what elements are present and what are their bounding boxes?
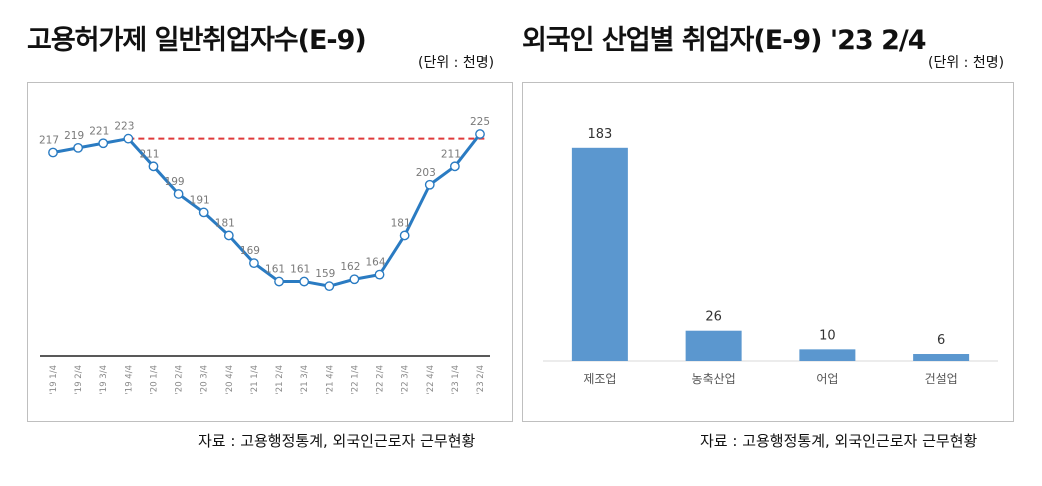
data-point xyxy=(399,230,410,241)
data-label: 203 xyxy=(416,167,436,179)
data-label: 217 xyxy=(39,134,59,146)
bar-chart: 183 제조업 26 농축산업 10 어업 6 건설업 xyxy=(543,127,998,386)
line-chart: 217 219 221 223 211 199 191 181 169 161 161 159 162 1… xyxy=(39,116,490,395)
data-point xyxy=(198,207,209,218)
data-point xyxy=(349,274,360,285)
data-label: 211 xyxy=(441,148,461,160)
data-label: 183 xyxy=(587,127,612,142)
data-label: 191 xyxy=(190,194,210,206)
data-label: 10 xyxy=(819,328,836,343)
x-tick-label: '20 2/4 xyxy=(175,365,185,395)
x-tick-label: '19 2/4 xyxy=(74,365,84,395)
x-tick-label: '21 3/4 xyxy=(300,365,310,395)
data-point xyxy=(98,138,109,149)
data-label: 161 xyxy=(290,264,310,276)
left-source-note: 자료 : 고용행정통계, 외국인근로자 근무현황 xyxy=(198,432,476,450)
data-point xyxy=(123,133,134,144)
x-tick-label: '20 4/4 xyxy=(225,365,235,395)
x-tick-label: '19 4/4 xyxy=(124,365,134,395)
data-label: 159 xyxy=(315,268,335,280)
left-chart-title: 고용허가제 일반취업자수(E-9) xyxy=(27,25,367,56)
data-point xyxy=(324,281,335,292)
x-tick-label: '23 1/4 xyxy=(451,365,461,395)
x-tick-label: '20 3/4 xyxy=(200,365,210,395)
bar xyxy=(799,349,856,361)
x-tick-label: '22 3/4 xyxy=(401,365,411,395)
x-tick-label: '22 1/4 xyxy=(350,365,360,395)
data-label: 6 xyxy=(937,333,945,348)
x-tick-label: '21 1/4 xyxy=(250,365,260,395)
bar-chart-panel: 183 제조업 26 농축산업 10 어업 6 건설업 xyxy=(522,82,1014,422)
data-point xyxy=(48,147,58,158)
data-label: 219 xyxy=(64,130,84,142)
x-tick-label: 어업 xyxy=(816,372,838,386)
bar xyxy=(913,354,970,361)
data-label: 181 xyxy=(215,217,235,229)
data-point xyxy=(274,276,284,287)
x-tick-label: 농축산업 xyxy=(692,372,736,386)
data-label: 181 xyxy=(391,217,411,229)
x-tick-label: '22 2/4 xyxy=(376,365,386,395)
right-source-note: 자료 : 고용행정통계, 외국인근로자 근무현황 xyxy=(700,432,978,450)
data-point xyxy=(148,161,159,172)
x-tick-label: '21 2/4 xyxy=(275,365,285,395)
x-tick-label: 제조업 xyxy=(583,372,616,386)
data-label: 225 xyxy=(470,116,490,128)
x-tick-label: '22 4/4 xyxy=(426,365,436,395)
data-label: 169 xyxy=(240,245,260,257)
bar xyxy=(685,330,742,361)
right-chart-title: 외국인 산업별 취업자(E-9) '23 2/4 xyxy=(522,25,927,56)
data-label: 211 xyxy=(139,148,159,160)
data-point xyxy=(223,230,234,241)
data-point xyxy=(249,258,259,269)
data-point xyxy=(173,189,184,199)
data-label: 164 xyxy=(366,257,386,269)
x-tick-label: '21 4/4 xyxy=(325,365,335,395)
data-label: 199 xyxy=(165,176,185,188)
x-tick-label: 건설업 xyxy=(925,372,958,386)
data-point xyxy=(449,161,460,172)
line-chart-panel: 217 219 221 223 211 199 191 181 169 161 161 159 162 1… xyxy=(27,82,513,422)
left-unit-label: (단위 : 천명) xyxy=(418,55,495,71)
bar xyxy=(571,147,628,361)
data-point xyxy=(73,142,84,153)
x-tick-label: '19 3/4 xyxy=(99,365,109,395)
x-tick-label: '19 1/4 xyxy=(49,365,59,395)
x-tick-label: '23 2/4 xyxy=(476,365,486,395)
right-unit-label: (단위 : 천명) xyxy=(928,55,1005,71)
data-point xyxy=(299,276,310,287)
data-point xyxy=(424,179,435,190)
data-label: 221 xyxy=(89,125,109,137)
x-tick-label: '20 1/4 xyxy=(149,365,159,395)
data-label: 162 xyxy=(340,261,360,273)
data-point xyxy=(374,269,385,280)
data-label: 161 xyxy=(265,264,285,276)
data-label: 223 xyxy=(114,121,134,133)
data-label: 26 xyxy=(705,310,722,325)
data-point xyxy=(475,129,485,139)
